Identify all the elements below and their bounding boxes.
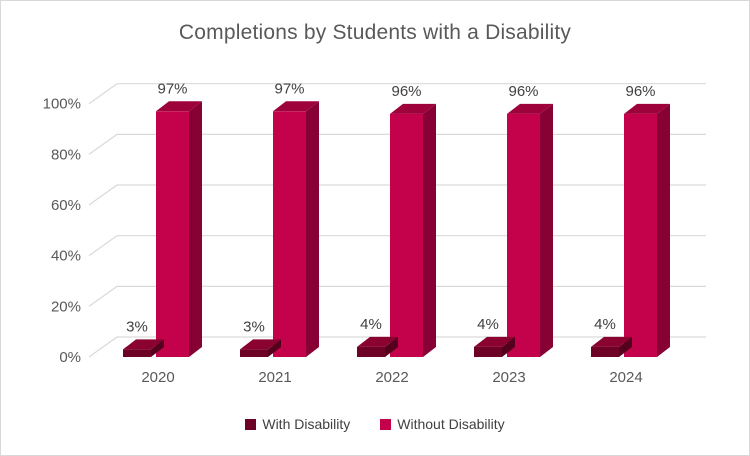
bar-with-disability-2021-side [268,339,281,357]
bar-without-disability-2020-top [156,101,202,112]
data-label-with-disability-2020: 3% [126,318,148,335]
bar-with-disability-2021-top [240,339,281,350]
chart-title: Completions by Students with a Disabilit… [178,21,572,44]
data-label-without-disability-2022: 96% [391,83,421,100]
bar-without-disability-2022-side [423,103,436,357]
y-axis-label-40%: 40% [51,248,81,265]
gridline-100% [88,83,706,105]
y-axis-label-100%: 100% [43,96,81,113]
data-label-without-disability-2024: 96% [625,83,655,100]
y-axis-label-20%: 20% [51,298,81,315]
data-label-without-disability-2021: 97% [274,80,304,97]
bar-without-disability-2020-side [189,101,202,357]
bar-without-disability-2024-front [624,113,657,357]
bar-with-disability-2022-front [357,346,385,357]
bar-with-disability-2023-side [502,336,515,357]
data-label-with-disability-2024: 4% [594,316,616,333]
bar-without-disability-2022-front [390,113,423,357]
y-axis-label-80%: 80% [51,146,81,163]
y-axis-label-0%: 0% [59,349,81,366]
legend-swatch-with-disability [245,418,257,430]
x-axis-label-2021: 2021 [258,369,291,386]
bar-without-disability-2021-front [273,111,306,357]
bar-with-disability-2024-front [591,346,619,357]
legend-item-with-disability: With Disability [245,416,350,432]
legend-label-with-disability: With Disability [262,416,351,432]
bar-without-disability-2021-top [273,101,319,112]
legend-label-without-disability: Without Disability [397,416,505,432]
bar-with-disability-2024-side [619,336,632,357]
bar-with-disability-2023-front [474,346,502,357]
bar-without-disability-2023-front [507,113,540,357]
legend-item-without-disability: Without Disability [380,416,505,432]
bar-without-disability-2024-top [624,103,670,114]
bar-with-disability-2021-front [240,349,268,357]
bar-without-disability-2024-side [657,103,670,357]
bar-with-disability-2022-side [385,336,398,357]
bar-with-disability-2020-front [123,349,151,357]
data-label-with-disability-2022: 4% [360,316,382,333]
data-label-without-disability-2020: 97% [157,80,187,97]
legend-swatch-without-disability [380,418,392,430]
bar-with-disability-2020-side [151,339,164,357]
y-axis-label-60%: 60% [51,197,81,214]
data-label-with-disability-2023: 4% [477,316,499,333]
bar-with-disability-2022-top [357,336,398,347]
x-axis-label-2022: 2022 [375,369,408,386]
x-axis-label-2024: 2024 [609,369,642,386]
bar-with-disability-2020-top [123,339,164,350]
bar-without-disability-2023-top [507,103,553,114]
bar-without-disability-2023-side [540,103,553,357]
bar-with-disability-2024-top [591,336,632,347]
bar-with-disability-2023-top [474,336,515,347]
x-axis-label-2020: 2020 [141,369,174,386]
data-label-with-disability-2021: 3% [243,318,265,335]
bar-without-disability-2022-top [390,103,436,114]
data-label-without-disability-2023: 96% [508,83,538,100]
legend: With Disability Without Disability [1,416,749,432]
bar-without-disability-2021-side [306,101,319,357]
x-axis-label-2023: 2023 [492,369,525,386]
bar-without-disability-2020-front [156,111,189,357]
